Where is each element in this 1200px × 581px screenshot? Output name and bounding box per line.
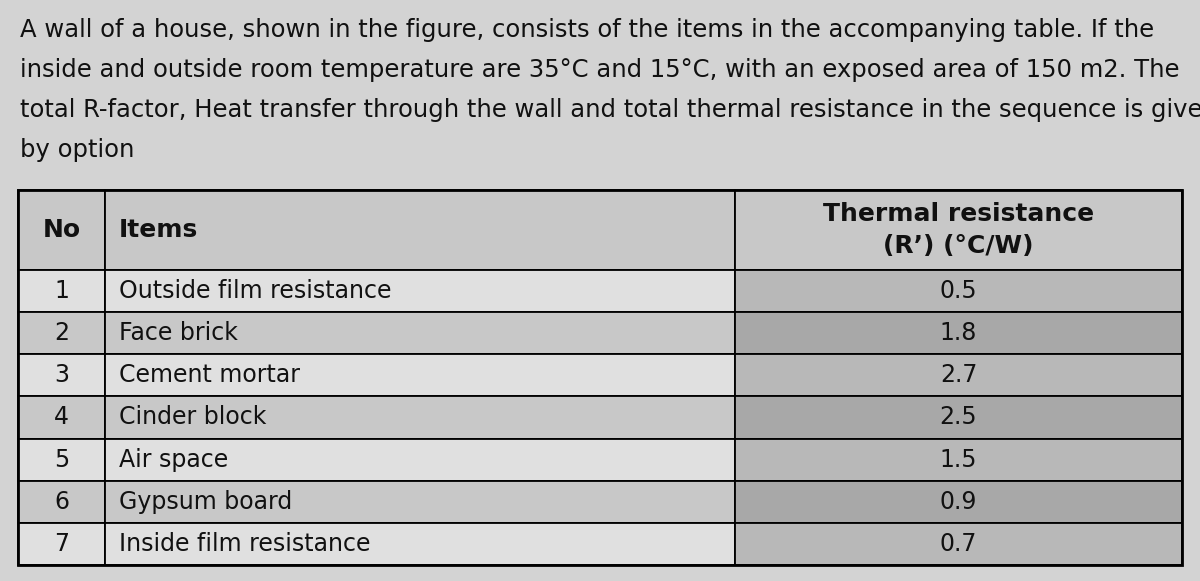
Bar: [106, 312, 734, 354]
Text: Gypsum board: Gypsum board: [119, 490, 293, 514]
Bar: [734, 439, 1182, 480]
Text: Face brick: Face brick: [119, 321, 238, 345]
Bar: [106, 190, 734, 270]
Bar: [734, 523, 1182, 565]
Text: Cement mortar: Cement mortar: [119, 363, 300, 388]
Text: 2.7: 2.7: [940, 363, 977, 388]
Text: Cinder block: Cinder block: [119, 406, 266, 429]
Bar: [106, 523, 734, 565]
Text: 1: 1: [54, 279, 68, 303]
Bar: [18, 312, 106, 354]
Bar: [734, 312, 1182, 354]
Bar: [734, 480, 1182, 523]
Text: Outside film resistance: Outside film resistance: [119, 279, 391, 303]
Bar: [18, 354, 106, 396]
Bar: [106, 354, 734, 396]
Text: 4: 4: [54, 406, 70, 429]
Bar: [106, 439, 734, 480]
Text: 3: 3: [54, 363, 70, 388]
Text: total R-factor, Heat transfer through the wall and total thermal resistance in t: total R-factor, Heat transfer through th…: [20, 98, 1200, 122]
Text: Inside film resistance: Inside film resistance: [119, 532, 371, 556]
Bar: [18, 480, 106, 523]
Text: Items: Items: [119, 218, 198, 242]
Text: 0.9: 0.9: [940, 490, 977, 514]
Bar: [18, 396, 106, 439]
Bar: [18, 523, 106, 565]
Bar: [106, 270, 734, 312]
Text: 0.7: 0.7: [940, 532, 977, 556]
Bar: [734, 190, 1182, 270]
Bar: [734, 270, 1182, 312]
Bar: [106, 480, 734, 523]
Text: inside and outside room temperature are 35°C and 15°C, with an exposed area of 1: inside and outside room temperature are …: [20, 58, 1180, 82]
Text: by option: by option: [20, 138, 134, 162]
Text: A wall of a house, shown in the figure, consists of the items in the accompanyin: A wall of a house, shown in the figure, …: [20, 18, 1154, 42]
Bar: [734, 354, 1182, 396]
Text: 0.5: 0.5: [940, 279, 977, 303]
Text: 2: 2: [54, 321, 70, 345]
Text: 1.8: 1.8: [940, 321, 977, 345]
Text: Thermal resistance
(R’) (°C/W): Thermal resistance (R’) (°C/W): [823, 202, 1094, 258]
Text: 6: 6: [54, 490, 70, 514]
Text: 5: 5: [54, 447, 70, 472]
Bar: [18, 270, 106, 312]
Bar: [734, 396, 1182, 439]
Text: No: No: [42, 218, 80, 242]
Bar: [18, 190, 106, 270]
Bar: [18, 439, 106, 480]
Text: 1.5: 1.5: [940, 447, 977, 472]
Text: 7: 7: [54, 532, 70, 556]
Bar: [106, 396, 734, 439]
Bar: [18, 190, 1182, 565]
Text: 2.5: 2.5: [940, 406, 977, 429]
Text: Air space: Air space: [119, 447, 228, 472]
